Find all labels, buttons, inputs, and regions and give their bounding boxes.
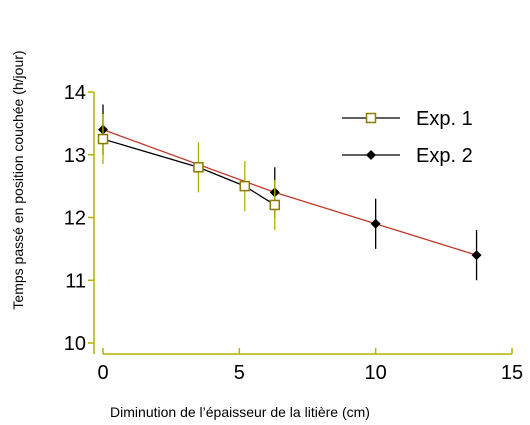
- x-tick-label: 5: [234, 362, 245, 384]
- y-tick-label: 10: [64, 333, 86, 355]
- y-axis-label: Temps passé en position couchée (h/jour): [10, 50, 26, 309]
- data-point: [239, 180, 251, 192]
- data-point: [97, 133, 109, 145]
- legend-marker: [365, 112, 377, 124]
- series-layer: [97, 104, 482, 281]
- series-2: [98, 104, 482, 281]
- y-tick-label: 12: [64, 208, 86, 230]
- y-ticks: 10 11 12 13 14: [64, 82, 94, 355]
- legend: Exp. 1 Exp. 2: [342, 108, 473, 167]
- legend-label: Exp. 1: [416, 108, 473, 130]
- data-point: [193, 162, 204, 173]
- series-line: [102, 138, 276, 206]
- legend-marker: [366, 150, 376, 160]
- series-line: [102, 129, 477, 256]
- y-tick-label: 13: [64, 145, 86, 167]
- data-point: [471, 250, 482, 261]
- legend-label: Exp. 2: [416, 145, 473, 167]
- y-tick-label: 14: [64, 82, 86, 104]
- x-tick-label: 0: [97, 362, 108, 384]
- x-tick-label: 10: [365, 362, 387, 384]
- x-axis-label: Diminution de l’épaisseur de la litière …: [110, 404, 370, 420]
- x-tick-label: 15: [501, 362, 523, 384]
- series-1: [97, 113, 281, 231]
- y-tick-label: 11: [65, 270, 86, 292]
- axes: [93, 92, 512, 355]
- x-ticks: 0 5 10 15: [97, 348, 523, 384]
- data-point: [269, 199, 281, 211]
- data-point: [370, 218, 381, 229]
